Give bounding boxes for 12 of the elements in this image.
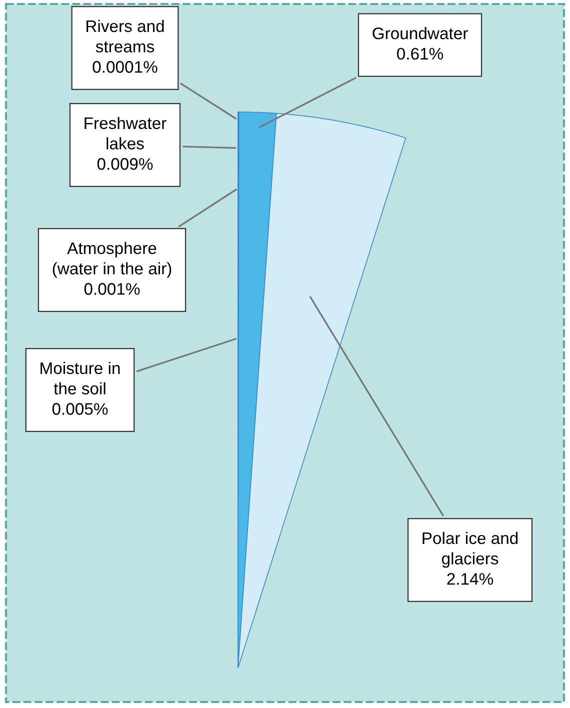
data-label: 0.001% <box>84 283 140 295</box>
data-label: 2.14% <box>447 573 494 585</box>
category-label: Freshwater lakes <box>84 116 166 150</box>
category-label: Groundwater <box>372 27 468 40</box>
category-label: Polar ice and glaciers <box>422 532 518 568</box>
data-label: 0.005% <box>52 403 108 415</box>
data-label: 0.61% <box>397 48 444 60</box>
category-label: Moisture in the soil <box>40 362 120 394</box>
category-label: Rivers and streams <box>86 20 164 52</box>
data-label: 0.0001% <box>92 61 158 73</box>
data-label: 0.009% <box>97 158 153 170</box>
category-label: Atmosphere (water in the air) <box>52 242 172 278</box>
